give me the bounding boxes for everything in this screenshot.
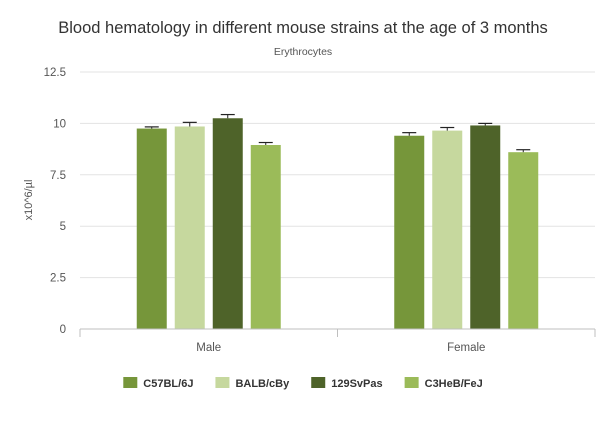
legend: C57BL/6J BALB/cBy 129SvPas C3HeB/FeJ <box>123 377 483 390</box>
bars <box>136 113 539 330</box>
bar <box>136 128 167 329</box>
bar <box>432 130 463 329</box>
legend-label: C3HeB/FeJ <box>425 378 483 390</box>
y-tick-label: 10 <box>53 118 66 130</box>
y-tick-label: 12.5 <box>44 67 66 79</box>
chart-title: Blood hematology in different mouse stra… <box>58 19 548 37</box>
x-tick-label: Male <box>196 342 221 354</box>
bar <box>212 118 243 329</box>
y-tick-label: 2.5 <box>50 273 66 285</box>
legend-swatch <box>311 377 326 388</box>
legend-label: C57BL/6J <box>143 378 193 390</box>
bar <box>470 125 501 330</box>
y-axis-label: x10^6/µl <box>23 180 35 221</box>
y-tick-label: 7.5 <box>50 170 66 182</box>
bar <box>394 135 425 329</box>
legend-swatch <box>123 377 138 388</box>
bar <box>508 152 539 329</box>
y-tick-label: 5 <box>60 221 66 233</box>
axes: 0 2.5 5 7.5 10 12.5 Male Female <box>44 67 596 354</box>
bar <box>250 144 281 329</box>
legend-swatch <box>215 377 230 388</box>
x-tick-label: Female <box>447 342 485 354</box>
y-tick-label: 0 <box>60 324 66 336</box>
chart-subtitle: Erythrocytes <box>274 46 332 58</box>
bar <box>174 126 205 329</box>
legend-swatch <box>404 377 419 388</box>
legend-label: BALB/cBy <box>235 378 290 390</box>
legend-label: 129SvPas <box>331 378 382 390</box>
